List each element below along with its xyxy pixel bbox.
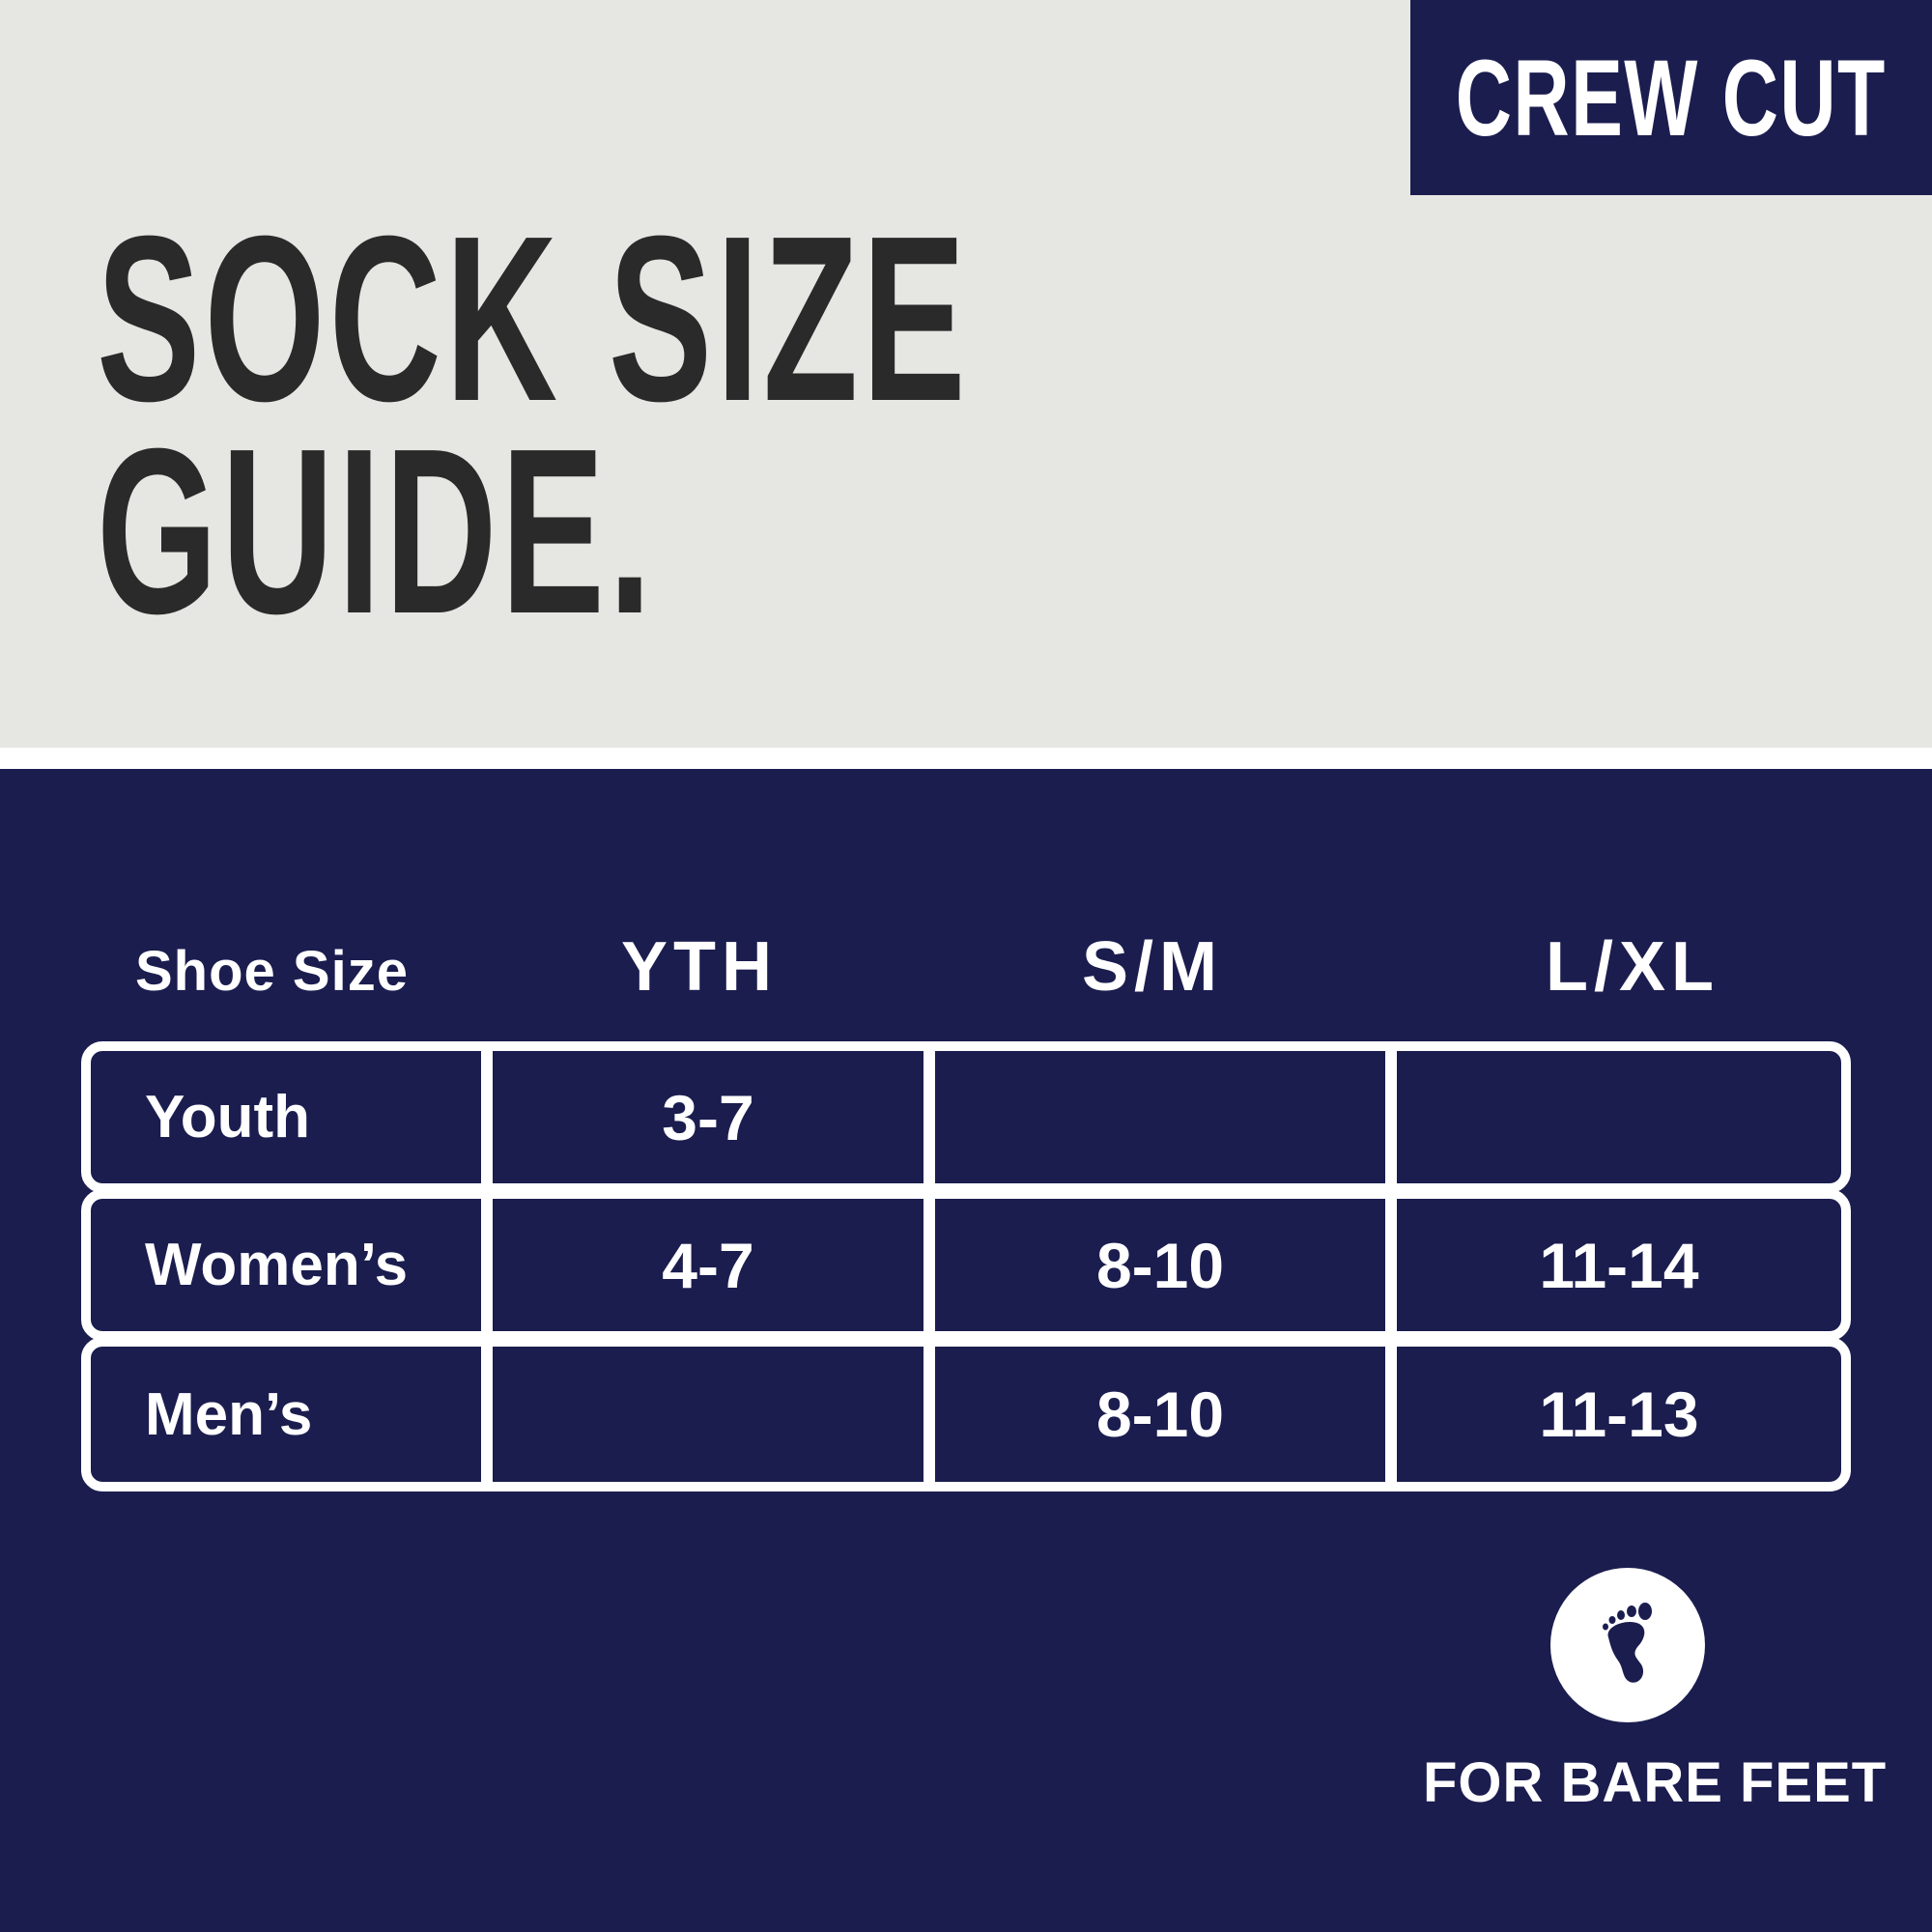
cell-yth xyxy=(493,1347,935,1482)
header-shoe-size: Shoe Size xyxy=(135,940,409,1003)
cell-sm: 8-10 xyxy=(935,1199,1397,1331)
footprint-icon xyxy=(1550,1568,1705,1722)
cell-lxl xyxy=(1397,1051,1841,1183)
cell-sm: 8-10 xyxy=(935,1347,1397,1482)
page-title-line2: GUIDE. xyxy=(97,399,656,663)
table-row-womens: Women’s 4-7 8-10 11-14 xyxy=(81,1189,1851,1341)
table-panel xyxy=(0,769,1932,1932)
cell-sm xyxy=(935,1051,1397,1183)
row-label: Men’s xyxy=(91,1347,493,1482)
header-sm: S/M xyxy=(1081,928,1224,1006)
cell-lxl: 11-13 xyxy=(1539,1378,1699,1450)
row-label: Youth xyxy=(91,1051,493,1183)
table-row-youth: Youth 3-7 xyxy=(81,1041,1851,1193)
cell-yth: 3-7 xyxy=(493,1051,935,1183)
cell-lxl: 11-14 xyxy=(1539,1229,1699,1301)
crew-cut-badge: CREW CUT xyxy=(1410,0,1932,195)
badge-text: CREW CUT xyxy=(1455,37,1888,158)
row-label: Women’s xyxy=(91,1199,493,1331)
header-yth: YTH xyxy=(621,928,778,1006)
table-row-mens: Men’s 8-10 11-13 xyxy=(81,1337,1851,1492)
page-title-line1: SOCK SIZE xyxy=(97,186,970,450)
bare-feet-label: FOR BARE FEET xyxy=(1423,1751,1888,1814)
header-lxl: L/XL xyxy=(1546,928,1719,1006)
cell-yth: 4-7 xyxy=(493,1199,935,1331)
